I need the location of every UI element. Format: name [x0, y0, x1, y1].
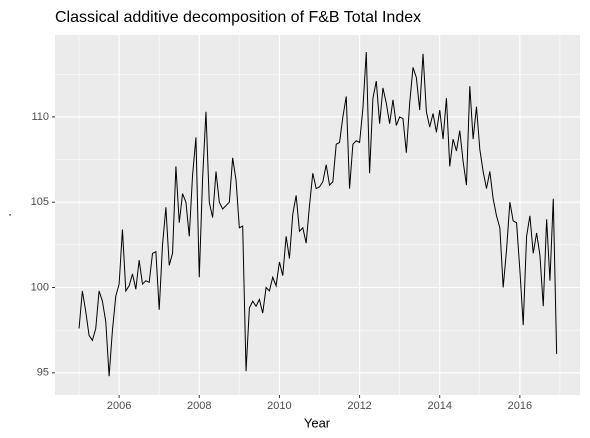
x-tick-label: 2010 — [267, 400, 291, 412]
y-axis-label: . — [8, 203, 12, 218]
y-tick-label: 105 — [31, 196, 49, 208]
y-tick-label: 110 — [31, 111, 49, 123]
line — [78, 52, 558, 377]
chart-title: Classical additive decomposition of F&B … — [55, 9, 421, 26]
x-tick-label: 2014 — [427, 400, 451, 412]
y-tick-label: 95 — [37, 367, 49, 379]
x-tick-label: 2006 — [107, 400, 131, 412]
x-axis-label: Year — [304, 415, 331, 430]
y-tick-label: 100 — [31, 281, 49, 293]
panel — [55, 35, 580, 395]
x-tick-label: 2012 — [347, 400, 371, 412]
x-tick-label: 2008 — [187, 400, 211, 412]
x-tick-label: 2016 — [508, 400, 532, 412]
